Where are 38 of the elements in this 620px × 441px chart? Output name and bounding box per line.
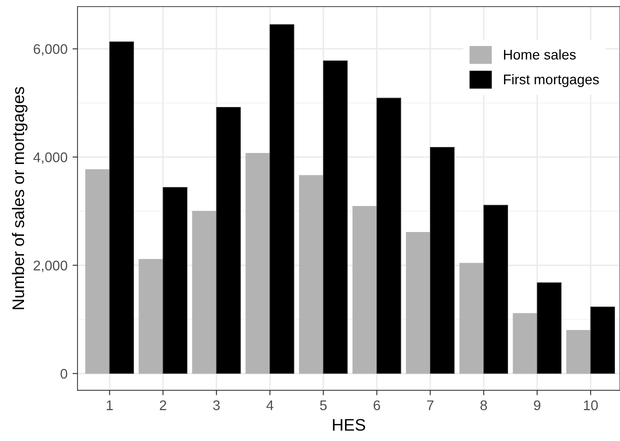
bar	[352, 206, 378, 374]
x-tick-label: 4	[266, 400, 274, 410]
x-tick-label: 6	[374, 400, 380, 410]
bar	[246, 152, 270, 374]
x-tick-label: 10	[584, 400, 598, 410]
y-tick-label: 0	[60, 368, 68, 379]
bar	[138, 259, 164, 374]
y-tick-label: 6,000	[34, 44, 68, 56]
bar	[299, 175, 324, 374]
legend-label: First mortgages	[504, 74, 599, 88]
x-axis-title: HES	[332, 418, 366, 431]
x-tick-label: 2	[160, 400, 166, 410]
x-tick-label: 7	[427, 400, 434, 410]
bar	[406, 232, 431, 374]
bar	[483, 204, 508, 374]
bar	[459, 262, 484, 374]
bar	[376, 98, 402, 374]
bar	[192, 210, 217, 374]
x-tick-label: 9	[534, 400, 540, 410]
x-tick-label: 3	[213, 400, 220, 410]
x-tick-label: 1	[106, 400, 113, 410]
bar	[109, 42, 134, 374]
bar	[590, 306, 615, 374]
y-tick-label: 2,000	[34, 260, 68, 272]
y-axis-title: Number of sales or mortgages	[12, 86, 28, 310]
bar	[216, 106, 241, 374]
bar	[430, 147, 455, 374]
bar	[162, 187, 188, 374]
bar	[270, 24, 294, 374]
x-tick-label: 5	[320, 400, 327, 410]
legend-label: Home sales	[504, 49, 576, 60]
x-tick-label: 8	[480, 400, 487, 410]
bar	[85, 169, 110, 374]
bar	[566, 330, 591, 374]
bar	[323, 60, 348, 374]
bar	[536, 282, 562, 374]
y-tick-label: 4,000	[33, 152, 68, 164]
bar	[512, 313, 538, 374]
